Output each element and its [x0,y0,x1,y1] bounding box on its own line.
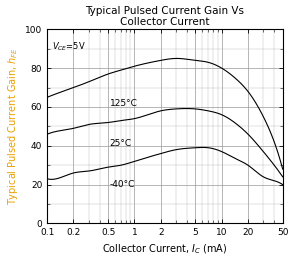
Text: 125°C: 125°C [110,99,138,108]
Text: 25°C: 25°C [110,139,132,148]
X-axis label: Collector Current, $I_C$ (mA): Collector Current, $I_C$ (mA) [102,243,228,256]
Text: $V_{CE}$=5V: $V_{CE}$=5V [51,41,85,53]
Y-axis label: Typical Pulsed Current Gain, $h_{FE}$: Typical Pulsed Current Gain, $h_{FE}$ [6,47,20,205]
Title: Typical Pulsed Current Gain Vs
Collector Current: Typical Pulsed Current Gain Vs Collector… [86,6,244,27]
Text: -40°C: -40°C [110,180,135,189]
